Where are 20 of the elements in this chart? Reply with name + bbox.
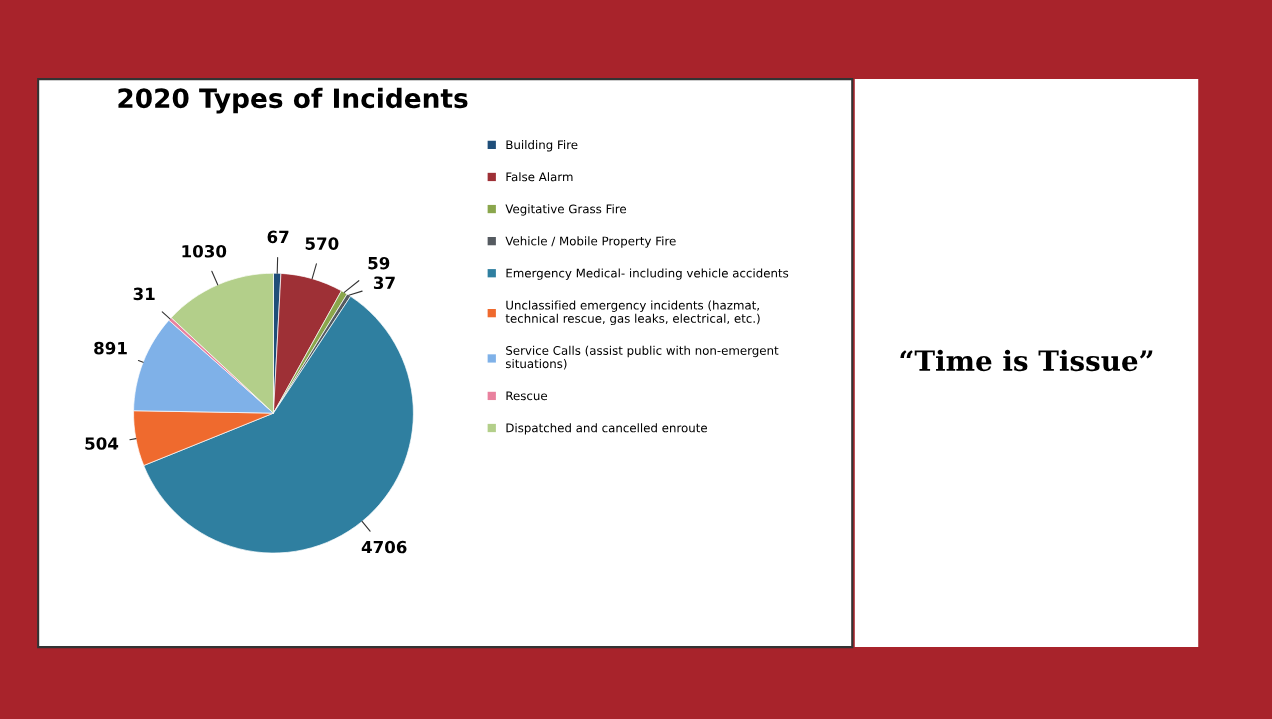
legend-label: Vegitative Grass Fire: [505, 204, 627, 216]
data-label: 891: [94, 341, 127, 355]
legend-label: Vehicle / Mobile Property Fire: [505, 236, 676, 248]
data-label: 31: [133, 287, 155, 301]
data-label: 1030: [182, 244, 227, 258]
legend-label: Emergency Medical- including vehicle accidents: [506, 268, 789, 280]
legend-label: Unclassified emergency incidents (hazmat, technical rescue, gas leaks, electrical, etc.): [505, 300, 760, 326]
legend-label: Rescue: [506, 391, 548, 401]
legend-label: Building Fire: [506, 140, 578, 152]
data-label: 4706: [361, 540, 407, 554]
chart-title: 2020 Types of Incidents: [118, 87, 468, 114]
data-label: 504: [85, 437, 119, 450]
data-label: 67: [267, 230, 289, 244]
text: “Time is Tissue”: [900, 349, 1153, 372]
legend-label: False Alarm: [506, 172, 573, 182]
legend-label: Service Calls (assist public with non-emergent situations): [505, 345, 779, 370]
data-label: 59: [368, 256, 390, 270]
data-label: 37: [373, 276, 395, 290]
legend-label: Dispatched and cancelled enroute: [506, 423, 707, 435]
data-label: 570: [305, 237, 339, 250]
